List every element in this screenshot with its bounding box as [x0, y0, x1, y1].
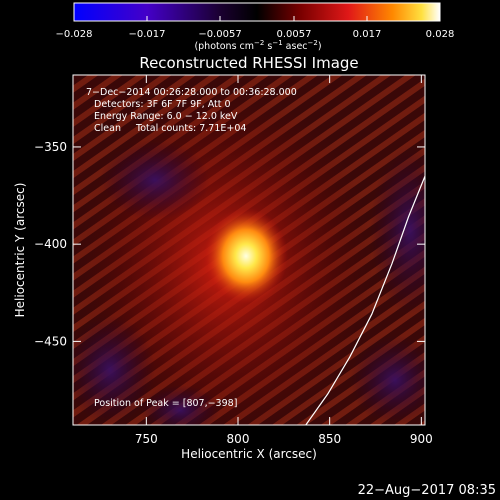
colorbar-tick: −0.0057: [198, 29, 241, 40]
y-tick-label: −350: [34, 140, 67, 154]
image-dark-region: [140, 385, 220, 425]
x-tick-label: 850: [318, 432, 341, 446]
y-tick-label: −450: [34, 334, 67, 348]
plot-title: Reconstructed RHESSI Image: [139, 54, 358, 72]
colorbar-units: (photons cm−2 s−1 asec−2): [194, 39, 321, 52]
image-dark-region: [73, 315, 155, 425]
footer-timestamp: 22−Aug−2017 08:35: [358, 483, 496, 498]
colorbar-tick: 0.0057: [277, 29, 312, 40]
colorbar-tick: 0.028: [426, 29, 455, 40]
annotation-energy-range: Energy Range: 6.0 − 12.0 keV: [94, 111, 238, 122]
solar-limb-line: [305, 175, 425, 425]
plot-frame: [72, 74, 426, 426]
colorbar: −0.028 −0.017 −0.0057 0.0057 0.017 0.028…: [55, 2, 455, 52]
colorbar-tick: −0.028: [55, 29, 92, 40]
x-axis-label: Heliocentric X (arcsec): [181, 447, 317, 461]
y-axis-tick-marks: [73, 146, 425, 342]
image-peak-source: [204, 208, 288, 304]
x-tick-label: 800: [227, 432, 250, 446]
colorbar-gradient: [73, 2, 441, 22]
y-tick-label: −400: [34, 237, 67, 251]
image-dark-region: [350, 335, 425, 425]
x-axis-tick-marks: [145, 75, 422, 425]
annotation-peak-position: Position of Peak = [807,−398]: [94, 398, 237, 409]
image-dark-region: [370, 145, 425, 315]
image-dark-region: [100, 140, 210, 220]
y-axis-label: Heliocentric Y (arcsec): [13, 183, 27, 318]
colorbar-tick: 0.017: [353, 29, 382, 40]
annotation-clean-counts: Clean Total counts: 7.71E+04: [94, 123, 246, 134]
colorbar-tick-marks: [73, 16, 441, 21]
colorbar-tick: −0.017: [128, 29, 165, 40]
annotation-time-range: 7−Dec−2014 00:26:28.000 to 00:36:28.000: [86, 87, 297, 98]
image-plot-area: [73, 75, 425, 425]
x-tick-label: 900: [410, 432, 433, 446]
annotation-detectors: Detectors: 3F 6F 7F 9F, Att 0: [94, 99, 231, 110]
x-tick-label: 750: [135, 432, 158, 446]
image-annotations: 7−Dec−2014 00:26:28.000 to 00:36:28.000 …: [86, 87, 297, 409]
